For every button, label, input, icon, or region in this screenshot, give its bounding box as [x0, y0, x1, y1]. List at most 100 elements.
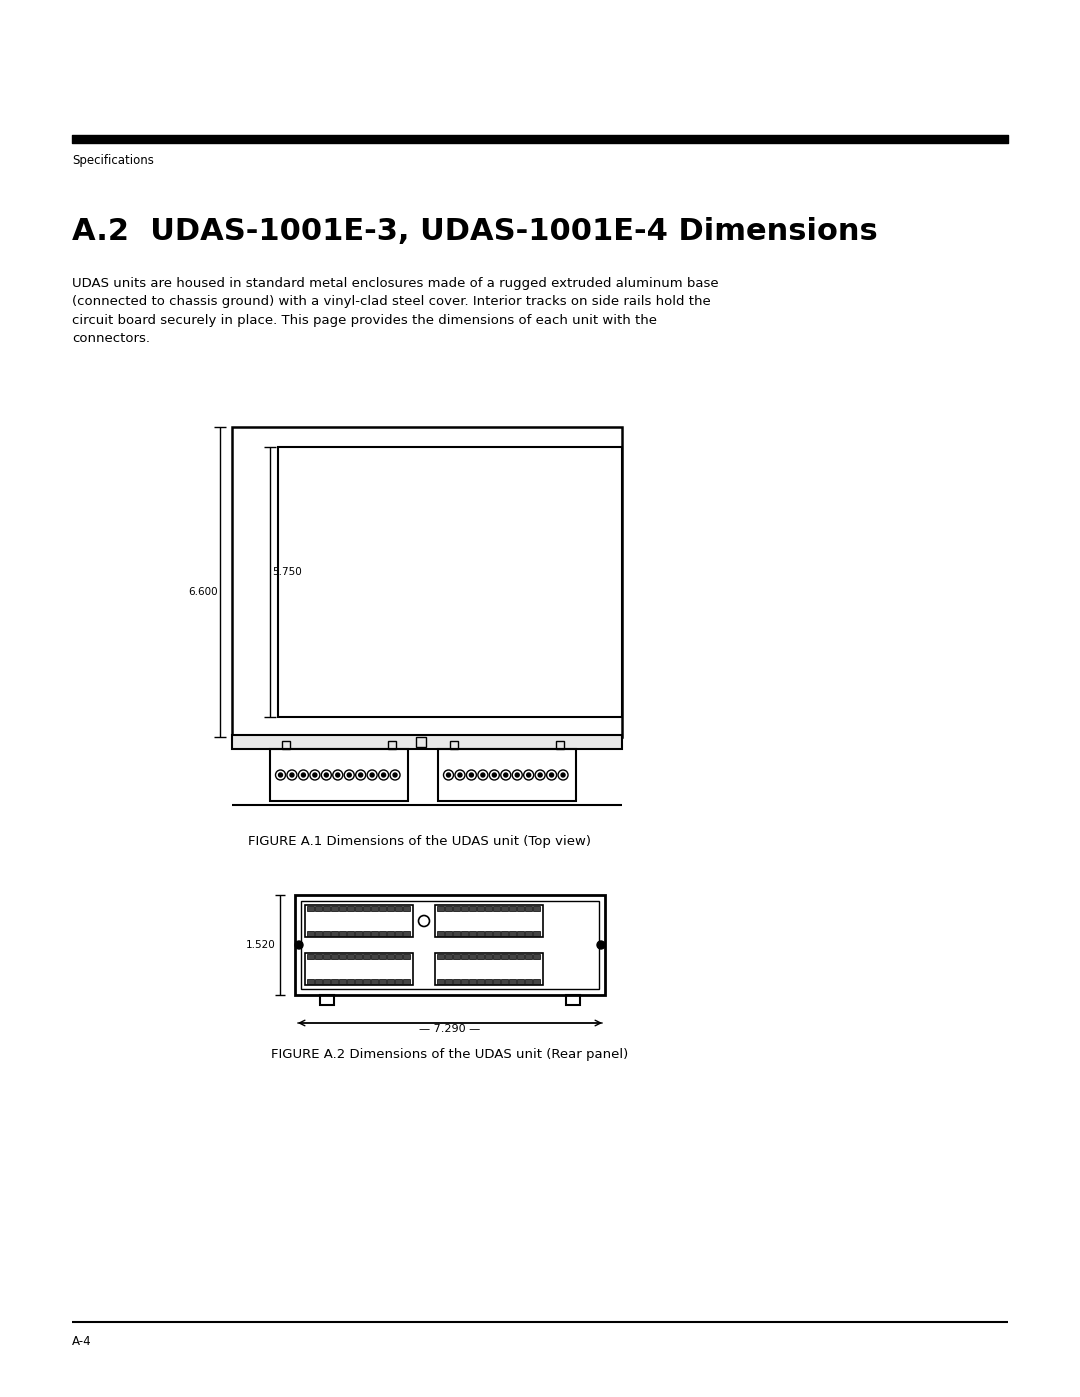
Circle shape [538, 773, 542, 777]
Bar [437, 930, 444, 936]
Bar [347, 907, 354, 911]
Bar [477, 979, 484, 983]
Circle shape [359, 773, 363, 777]
Text: 5.750: 5.750 [272, 567, 301, 577]
Bar [372, 979, 378, 983]
Bar [387, 954, 394, 958]
Bar [347, 930, 354, 936]
Bar [387, 907, 394, 911]
Bar [330, 954, 338, 958]
Circle shape [515, 773, 519, 777]
Circle shape [550, 773, 554, 777]
Bar [339, 907, 346, 911]
Circle shape [481, 773, 485, 777]
Bar [372, 954, 378, 958]
Bar [355, 979, 362, 983]
Bar [363, 930, 370, 936]
Circle shape [324, 773, 328, 777]
Circle shape [503, 773, 508, 777]
Bar [501, 930, 508, 936]
Bar [395, 930, 402, 936]
Bar [477, 907, 484, 911]
Circle shape [279, 773, 283, 777]
Circle shape [301, 773, 306, 777]
Bar [282, 740, 291, 749]
Bar [461, 979, 468, 983]
Bar [509, 930, 516, 936]
Bar [534, 907, 540, 911]
Bar [379, 930, 386, 936]
Bar [355, 907, 362, 911]
Text: FIGURE A.2 Dimensions of the UDAS unit (Rear panel): FIGURE A.2 Dimensions of the UDAS unit (… [271, 1048, 629, 1060]
Bar [534, 979, 540, 983]
Bar [477, 930, 484, 936]
Bar [556, 740, 564, 749]
Text: Specifications: Specifications [72, 154, 153, 168]
Bar [403, 979, 410, 983]
Bar [307, 907, 314, 911]
Bar [525, 907, 532, 911]
Bar [485, 930, 492, 936]
Bar [323, 979, 330, 983]
Bar [517, 930, 524, 936]
Bar [372, 930, 378, 936]
Bar [403, 930, 410, 936]
Bar [445, 979, 453, 983]
Bar [305, 953, 413, 985]
Bar [270, 749, 408, 800]
Bar [453, 979, 460, 983]
Bar [388, 740, 396, 749]
Bar [469, 907, 476, 911]
Bar [450, 740, 458, 749]
Bar [437, 907, 444, 911]
Bar [363, 954, 370, 958]
Bar [492, 979, 500, 983]
Bar [525, 979, 532, 983]
Bar [445, 954, 453, 958]
Bar [437, 979, 444, 983]
Bar [232, 735, 622, 749]
Bar [534, 930, 540, 936]
Bar [355, 930, 362, 936]
Bar [566, 995, 580, 1004]
Bar [445, 907, 453, 911]
Bar [517, 907, 524, 911]
Bar [477, 954, 484, 958]
Bar [435, 953, 543, 985]
Bar [347, 979, 354, 983]
Bar [438, 749, 576, 800]
Bar [469, 979, 476, 983]
Bar [469, 930, 476, 936]
Bar [387, 930, 394, 936]
Bar [323, 930, 330, 936]
Bar [323, 907, 330, 911]
Bar [525, 954, 532, 958]
Bar [372, 907, 378, 911]
Circle shape [446, 773, 450, 777]
Bar [307, 930, 314, 936]
Bar [232, 427, 622, 738]
Circle shape [492, 773, 497, 777]
Bar [501, 954, 508, 958]
Text: 6.600: 6.600 [188, 587, 218, 597]
Bar [485, 907, 492, 911]
Bar [330, 979, 338, 983]
Bar [387, 979, 394, 983]
Bar [301, 901, 599, 989]
Bar [339, 954, 346, 958]
Circle shape [348, 773, 351, 777]
Bar [517, 979, 524, 983]
Bar [461, 954, 468, 958]
Bar [534, 954, 540, 958]
Bar [435, 905, 543, 937]
Bar [453, 954, 460, 958]
Bar [445, 930, 453, 936]
Bar [315, 930, 322, 936]
Circle shape [561, 773, 565, 777]
Bar [509, 907, 516, 911]
Text: A.2  UDAS-1001E-3, UDAS-1001E-4 Dimensions: A.2 UDAS-1001E-3, UDAS-1001E-4 Dimension… [72, 217, 878, 246]
Bar [323, 954, 330, 958]
Bar [485, 979, 492, 983]
Bar [379, 907, 386, 911]
Bar [330, 930, 338, 936]
